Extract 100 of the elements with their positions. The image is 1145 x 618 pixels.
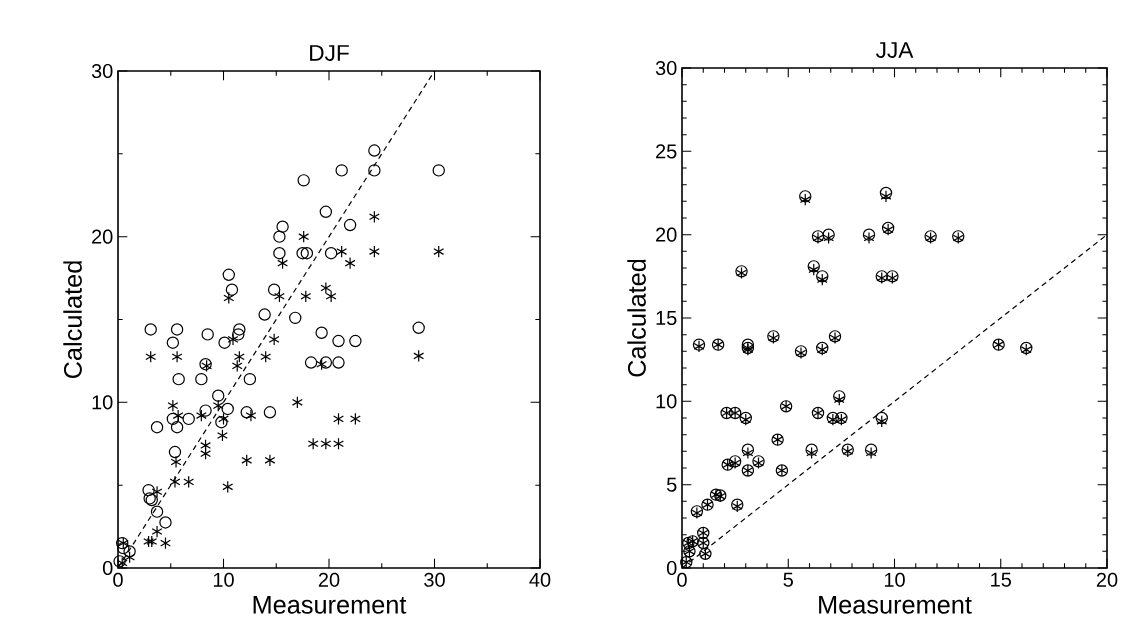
point [863, 231, 875, 245]
point [201, 328, 214, 341]
point [336, 245, 348, 258]
point [742, 446, 754, 460]
point [273, 290, 285, 303]
point [300, 246, 314, 260]
x-axis-title: Measurement [819, 595, 972, 614]
y-tick-label: 30 [91, 63, 113, 79]
point [260, 350, 272, 363]
point [222, 268, 235, 281]
y-tick-label: 0 [102, 560, 113, 576]
point [195, 409, 207, 422]
point [199, 404, 212, 417]
point [320, 437, 332, 450]
point [123, 545, 136, 558]
point [433, 245, 445, 258]
point [741, 338, 755, 351]
point [150, 420, 164, 434]
chart-title: DJF [310, 45, 349, 61]
y-axis-title: Calculated [63, 261, 82, 379]
point [875, 411, 888, 425]
point [344, 256, 356, 270]
point [159, 516, 172, 529]
x-tick-label: 15 [991, 572, 1012, 587]
point [300, 290, 312, 303]
point [332, 356, 345, 369]
point [150, 505, 164, 518]
point [368, 245, 380, 258]
point [218, 336, 231, 349]
point [432, 164, 445, 177]
point [200, 447, 212, 460]
point [170, 455, 182, 469]
point [170, 323, 184, 336]
point [231, 359, 243, 373]
point [822, 228, 835, 241]
point [245, 409, 257, 422]
point [296, 246, 309, 260]
point [343, 218, 357, 232]
point [233, 350, 245, 363]
point [879, 186, 893, 200]
point [273, 246, 286, 260]
point [151, 525, 163, 538]
y-tick-label: 25 [656, 144, 677, 159]
x-tick-label: 5 [783, 572, 793, 587]
point [277, 256, 289, 270]
y-tick-label: 15 [656, 310, 677, 325]
point [864, 443, 878, 456]
point [195, 372, 208, 386]
point [876, 415, 888, 428]
point [212, 399, 224, 412]
point [368, 210, 380, 223]
point [315, 326, 328, 339]
point [227, 333, 239, 346]
point [276, 220, 289, 233]
point [741, 443, 755, 456]
point [307, 437, 319, 450]
x-tick-label: 0 [113, 572, 123, 587]
point [223, 291, 235, 305]
point [222, 480, 234, 493]
point [160, 536, 171, 550]
x-tick-label: 10 [213, 572, 234, 587]
point [412, 321, 425, 334]
point [169, 475, 181, 488]
point [805, 443, 818, 456]
point [233, 323, 246, 336]
point [217, 429, 228, 442]
x-tick-label: 30 [424, 572, 445, 587]
point [225, 283, 239, 296]
point [145, 350, 157, 363]
point [349, 334, 362, 348]
point [880, 190, 892, 203]
point [319, 205, 333, 218]
y-tick-label: 0 [666, 560, 677, 576]
point [333, 412, 344, 426]
point [243, 372, 257, 386]
x-tick-label: 0 [677, 572, 687, 587]
point [117, 541, 130, 555]
point [865, 446, 877, 460]
point [332, 334, 345, 348]
point [240, 406, 253, 419]
point [232, 328, 245, 341]
x-tick-label: 40 [529, 572, 551, 587]
point [349, 412, 361, 426]
point [267, 283, 281, 296]
point [368, 144, 381, 157]
x-tick-label: 20 [318, 572, 340, 587]
point [268, 333, 280, 346]
point [170, 420, 184, 434]
point [200, 439, 212, 452]
point [862, 228, 876, 241]
point [124, 550, 136, 564]
point [291, 396, 303, 409]
point [413, 349, 425, 363]
point [172, 372, 185, 386]
point [183, 475, 195, 488]
point [289, 311, 302, 324]
x-tick-label: 10 [884, 572, 905, 587]
point [298, 230, 310, 243]
y-tick-label: 5 [666, 477, 677, 492]
point [806, 446, 818, 460]
